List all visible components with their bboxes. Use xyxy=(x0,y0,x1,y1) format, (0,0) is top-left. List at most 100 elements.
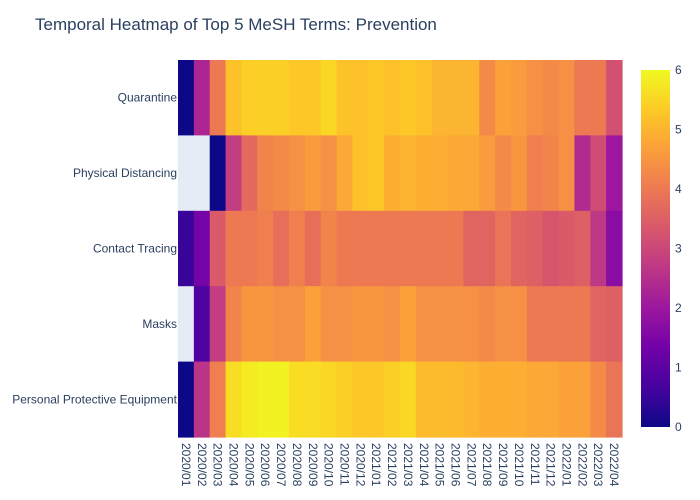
heatmap-cell xyxy=(304,135,322,212)
heatmap-cell xyxy=(431,60,449,136)
heatmap-cell xyxy=(178,210,195,287)
heatmap-cell xyxy=(257,135,274,212)
heatmap-cell xyxy=(368,135,385,212)
heatmap-cell xyxy=(526,361,544,438)
heatmap-cell xyxy=(574,135,591,212)
heatmap-cell xyxy=(209,361,227,438)
heatmap-cell xyxy=(558,60,576,136)
x-tick-label: 2021/06 xyxy=(449,443,463,487)
colorbar: 0 1 2 3 4 5 6 xyxy=(641,63,682,434)
heatmap-cell xyxy=(511,135,528,212)
heatmap-cell xyxy=(400,60,417,136)
heatmap-cell xyxy=(209,210,227,287)
heatmap-cell xyxy=(289,210,306,287)
y-tick-label: Masks xyxy=(142,317,177,331)
heatmap-cell xyxy=(384,361,401,438)
heatmap-cell xyxy=(590,210,607,287)
heatmap-cell xyxy=(431,361,449,438)
heatmap-cell xyxy=(336,361,354,438)
heatmap-cell xyxy=(257,60,274,136)
heatmap-cell xyxy=(606,210,623,287)
heatmap-cell xyxy=(178,60,195,136)
heatmap-cell xyxy=(241,60,258,136)
heatmap-cell xyxy=(606,361,623,438)
heatmap-cell xyxy=(336,60,354,136)
heatmap-cell xyxy=(400,135,417,212)
heatmap-cell xyxy=(320,60,338,136)
heatmap-cell xyxy=(479,210,496,287)
heatmap-cell xyxy=(289,60,306,136)
heatmap-cell xyxy=(511,361,528,438)
x-tick-label: 2022/04 xyxy=(607,443,621,487)
heatmap-cell xyxy=(273,286,290,363)
heatmap-cell xyxy=(479,60,496,136)
heatmap-cell xyxy=(225,60,243,136)
y-axis-ticks: Quarantine Physical Distancing Contact Tra… xyxy=(12,91,177,407)
heatmap-cell xyxy=(415,60,433,136)
heatmap-cell xyxy=(368,361,385,438)
heatmap-cell xyxy=(193,361,211,438)
heatmap-cell xyxy=(193,286,211,363)
heatmap-cell xyxy=(257,361,274,438)
heatmap-cell xyxy=(336,210,354,287)
heatmap-cell xyxy=(431,210,449,287)
colorbar-tick-label: 2 xyxy=(675,301,682,315)
heatmap-cell xyxy=(526,60,544,136)
x-tick-label: 2021/04 xyxy=(417,443,431,487)
heatmap-cell xyxy=(225,286,243,363)
heatmap-cell xyxy=(511,60,528,136)
heatmap-cells xyxy=(178,60,623,438)
heatmap-cell xyxy=(368,60,385,136)
heatmap-cell xyxy=(447,361,465,438)
x-tick-label: 2020/02 xyxy=(195,443,209,487)
heatmap-cell xyxy=(289,361,306,438)
heatmap-cell xyxy=(209,286,227,363)
heatmap-cell xyxy=(304,60,322,136)
heatmap-cell xyxy=(273,361,290,438)
heatmap-cell xyxy=(368,286,385,363)
heatmap-cell xyxy=(352,210,369,287)
heatmap-cell xyxy=(400,286,417,363)
y-tick-label: Quarantine xyxy=(118,91,178,105)
heatmap-cell xyxy=(352,60,369,136)
colorbar-tick-label: 6 xyxy=(675,63,682,77)
heatmap-cell xyxy=(193,60,211,136)
colorbar-tick-label: 3 xyxy=(675,242,682,256)
heatmap-cell xyxy=(273,135,290,212)
heatmap-cell xyxy=(415,210,433,287)
heatmap-cell xyxy=(193,135,211,212)
heatmap-cell xyxy=(384,286,401,363)
x-tick-label: 2021/07 xyxy=(464,443,478,487)
heatmap-cell xyxy=(304,286,322,363)
heatmap-cell xyxy=(289,135,306,212)
heatmap-cell xyxy=(542,286,560,363)
heatmap-cell xyxy=(336,286,354,363)
heatmap-cell xyxy=(241,361,258,438)
heatmap-cell xyxy=(352,286,369,363)
heatmap-cell xyxy=(447,210,465,287)
x-tick-label: 2021/09 xyxy=(496,443,510,487)
heatmap-cell xyxy=(447,286,465,363)
colorbar-tick-label: 1 xyxy=(675,361,682,375)
heatmap-cell xyxy=(479,286,496,363)
heatmap-cell xyxy=(495,361,512,438)
x-tick-label: 2020/09 xyxy=(306,443,320,487)
heatmap-cell xyxy=(336,135,354,212)
x-tick-label: 2022/03 xyxy=(591,443,605,487)
heatmap-cell xyxy=(479,135,496,212)
heatmap-cell xyxy=(241,286,258,363)
heatmap-cell xyxy=(526,210,544,287)
heatmap-cell xyxy=(225,361,243,438)
x-tick-label: 2020/12 xyxy=(353,443,367,487)
heatmap-cell xyxy=(606,60,623,136)
heatmap-cell xyxy=(558,286,576,363)
heatmap-cell xyxy=(606,135,623,212)
x-tick-label: 2021/01 xyxy=(369,443,383,487)
heatmap-cell xyxy=(511,210,528,287)
heatmap-cell xyxy=(447,60,465,136)
heatmap-cell xyxy=(400,210,417,287)
heatmap-cell xyxy=(241,210,258,287)
heatmap-cell xyxy=(526,135,544,212)
heatmap-cell xyxy=(431,135,449,212)
